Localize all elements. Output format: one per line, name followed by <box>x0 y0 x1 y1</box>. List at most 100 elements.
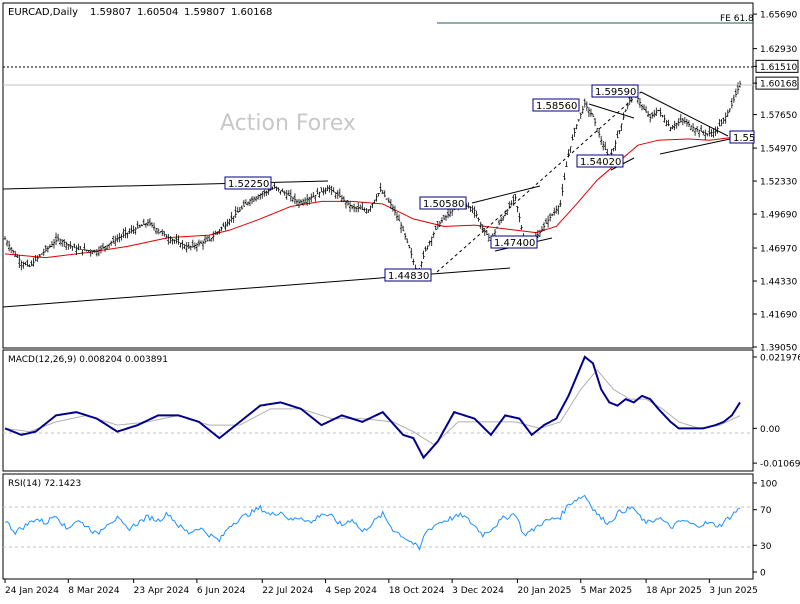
price-bar <box>622 112 625 120</box>
price-bar <box>303 197 307 205</box>
macd-title: MACD(12,26,9) 0.008204 0.003891 <box>8 355 168 365</box>
price-bar <box>291 196 295 203</box>
price-bar <box>161 229 164 236</box>
price-bar <box>281 188 284 193</box>
svg-text:1.59590: 1.59590 <box>595 87 636 98</box>
price-bar <box>42 248 45 256</box>
price-bar <box>320 187 323 192</box>
price-bar <box>681 117 685 126</box>
watermark: Action Forex <box>220 111 356 136</box>
price-bar <box>140 224 143 227</box>
price-bar <box>691 123 695 132</box>
price-bar <box>736 82 740 95</box>
price-bar <box>179 242 182 248</box>
price-bar <box>46 246 50 253</box>
price-bar <box>287 190 290 196</box>
price-bar <box>322 187 325 196</box>
price-bar <box>248 198 252 206</box>
price-bar <box>577 119 580 122</box>
price-bar <box>679 114 682 123</box>
price-bar <box>499 216 503 224</box>
svg-text:1.52250: 1.52250 <box>228 179 269 190</box>
price-bar <box>16 254 19 258</box>
price-bar <box>332 187 335 193</box>
price-tick-label: 1.46970 <box>760 245 797 255</box>
price-bar <box>728 108 731 113</box>
ohlc-open: 1.59807 <box>90 7 131 18</box>
price-bar <box>212 231 215 242</box>
time-tick-label: 18 Apr 2025 <box>646 586 702 596</box>
price-bar <box>97 246 101 257</box>
price-bar <box>169 235 172 244</box>
price-bar <box>28 264 31 268</box>
price-bar <box>134 227 137 235</box>
trendlines-layer <box>2 22 753 308</box>
price-bar <box>720 118 723 127</box>
price-bar <box>318 191 321 198</box>
price-bar <box>548 213 552 222</box>
price-bar <box>277 187 280 192</box>
price-bar <box>154 227 158 235</box>
price-bar <box>673 120 676 131</box>
price-bar <box>579 112 582 120</box>
price-bar <box>542 222 546 232</box>
price-bar <box>655 107 658 117</box>
price-bar <box>63 239 66 248</box>
price-bar <box>536 230 540 239</box>
price-bar <box>546 215 550 228</box>
price-bar <box>487 233 491 242</box>
wedge-line-b <box>640 91 729 137</box>
price-bar <box>38 254 41 258</box>
price-bar <box>387 197 391 203</box>
rsi-title: RSI(14) 72.1423 <box>8 479 81 489</box>
price-bar <box>620 123 623 132</box>
rsi-line <box>4 494 741 552</box>
price-bar <box>167 234 170 245</box>
price-bar <box>89 249 92 257</box>
price-bar <box>667 119 670 127</box>
rsi-tick-label: 70 <box>760 506 772 516</box>
price-tick-label: 1.62930 <box>760 45 797 55</box>
price-bar <box>175 234 178 244</box>
price-tick-label: 1.54970 <box>760 145 797 155</box>
fe-618-label: FE 61.8 <box>720 14 754 24</box>
price-bar <box>585 101 589 112</box>
price-bar <box>305 194 309 206</box>
price-tick-label: 1.61510 <box>760 63 797 73</box>
price-panel-frame <box>2 2 754 349</box>
price-bar <box>152 222 156 231</box>
price-bar <box>173 239 176 244</box>
wedge-line-a <box>588 103 635 119</box>
price-bar <box>14 250 17 257</box>
price-tick-label: 1.49690 <box>760 211 797 221</box>
macd-tick-label: -0.010692 <box>760 460 800 470</box>
rsi-tick-label: 30 <box>760 542 772 552</box>
price-bar <box>677 118 680 127</box>
macd-signal-line <box>4 369 741 446</box>
price-bar <box>361 202 364 210</box>
price-bar <box>228 218 231 226</box>
price-bar <box>636 97 640 104</box>
price-bar <box>350 204 354 210</box>
price-bar <box>128 228 131 234</box>
price-bar <box>73 243 76 249</box>
price-tick-label: 1.60168 <box>760 80 797 90</box>
time-tick-label: 3 Jun 2025 <box>709 586 757 596</box>
price-bar <box>338 188 342 198</box>
price-bar <box>363 207 366 212</box>
price-bar <box>420 261 423 268</box>
price-bar <box>187 241 190 250</box>
price-bar <box>506 209 509 216</box>
price-bar <box>289 189 293 202</box>
price-bar <box>408 244 411 249</box>
price-bar <box>436 221 440 230</box>
price-bar <box>412 258 415 266</box>
price-bar <box>718 119 721 127</box>
price-bar <box>510 200 513 206</box>
price-bar <box>30 260 33 267</box>
price-bar <box>575 124 578 130</box>
price-bar <box>695 126 699 133</box>
price-bar <box>434 225 437 231</box>
price-bar <box>587 107 591 118</box>
price-bar <box>118 232 121 243</box>
